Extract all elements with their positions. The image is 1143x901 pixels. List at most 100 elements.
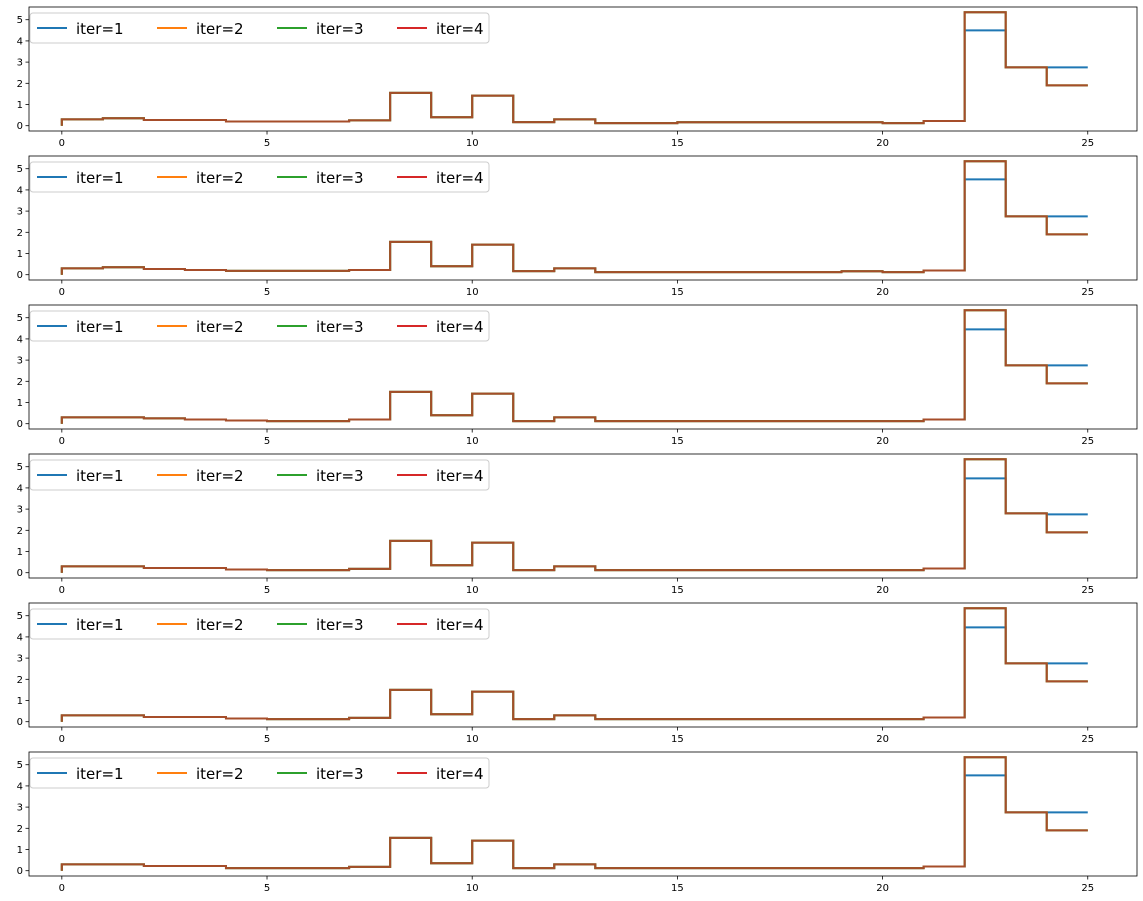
- series-line-iter-1: [60, 328, 1088, 424]
- legend-label: iter=2: [196, 616, 244, 634]
- y-tick-label: 2: [17, 526, 23, 537]
- legend-label: iter=1: [76, 318, 124, 336]
- legend: iter=1 iter=2 iter=3 iter=4: [29, 12, 490, 44]
- x-tick-label: 5: [264, 883, 270, 894]
- x-tick-label: 25: [1081, 585, 1094, 596]
- y-tick-label: 1: [17, 547, 23, 558]
- x-tick-label: 10: [466, 883, 479, 894]
- y-tick-label: 1: [17, 249, 23, 260]
- x-tick-label: 0: [59, 585, 65, 596]
- x-tick-label: 10: [466, 436, 479, 447]
- y-tick-label: 5: [17, 164, 23, 175]
- series-line-iter-1: [60, 774, 1088, 871]
- y-tick-label: 3: [17, 505, 23, 516]
- subplot-4: 0 5 10 15 20 25 0 1 2 3 4 5 iter=1 iter=2 iter=3 iter=4: [17, 453, 1138, 596]
- x-tick-label: 15: [671, 585, 684, 596]
- legend-label: iter=4: [436, 765, 484, 783]
- x-tick-label: 0: [59, 287, 65, 298]
- x-tick-label: 15: [671, 734, 684, 745]
- y-tick-label: 0: [17, 121, 23, 132]
- x-tick-label: 10: [466, 585, 479, 596]
- legend-label: iter=2: [196, 318, 244, 336]
- y-tick-label: 2: [17, 675, 23, 686]
- legend-label: iter=1: [76, 169, 124, 187]
- legend-box: [29, 757, 490, 789]
- y-tick-label: 5: [17, 462, 23, 473]
- y-tick-label: 0: [17, 717, 23, 728]
- y-tick-label: 5: [17, 611, 23, 622]
- legend-label: iter=4: [436, 20, 484, 38]
- legend-label: iter=2: [196, 467, 244, 485]
- x-tick-label: 0: [59, 734, 65, 745]
- x-tick-label: 5: [264, 734, 270, 745]
- subplot-5: 0 5 10 15 20 25 0 1 2 3 4 5 iter=1 iter=2 iter=3 iter=4: [17, 602, 1138, 745]
- series-line-iter-1: [60, 477, 1088, 573]
- x-tick-label: 15: [671, 138, 684, 149]
- x-tick-label: 25: [1081, 436, 1094, 447]
- legend-label: iter=3: [316, 318, 364, 336]
- x-tick-label: 15: [671, 436, 684, 447]
- x-tick-label: 10: [466, 287, 479, 298]
- series-line-iter-4: [60, 458, 1088, 573]
- y-tick-label: 3: [17, 654, 23, 665]
- y-tick-label: 4: [17, 483, 23, 494]
- legend-label: iter=4: [436, 616, 484, 634]
- x-tick-label: 5: [264, 436, 270, 447]
- legend-box: [29, 12, 490, 44]
- y-tick-label: 0: [17, 568, 23, 579]
- y-tick-label: 3: [17, 803, 23, 814]
- legend-box: [29, 161, 490, 193]
- x-tick-label: 25: [1081, 734, 1094, 745]
- series-line-iter-4: [60, 11, 1088, 126]
- x-tick-label: 0: [59, 883, 65, 894]
- y-tick-label: 1: [17, 100, 23, 111]
- subplot-3: 0 5 10 15 20 25 0 1 2 3 4 5 iter=1 iter=2 iter=3 iter=4: [17, 304, 1138, 447]
- x-tick-label: 25: [1081, 883, 1094, 894]
- x-tick-label: 5: [264, 585, 270, 596]
- legend-box: [29, 310, 490, 342]
- legend-label: iter=3: [316, 169, 364, 187]
- legend-label: iter=3: [316, 616, 364, 634]
- x-tick-label: 15: [671, 883, 684, 894]
- y-tick-label: 3: [17, 356, 23, 367]
- subplot-1: 0 5 10 15 20 25 0 1 2 3 4 5 iter=1 iter=2 iter=3 iter=4: [17, 6, 1138, 149]
- legend: iter=1 iter=2 iter=3 iter=4: [29, 459, 490, 491]
- y-tick-label: 4: [17, 334, 23, 345]
- x-tick-label: 15: [671, 287, 684, 298]
- y-tick-label: 4: [17, 781, 23, 792]
- y-tick-label: 2: [17, 79, 23, 90]
- x-tick-label: 25: [1081, 138, 1094, 149]
- y-tick-label: 5: [17, 15, 23, 26]
- y-tick-label: 4: [17, 185, 23, 196]
- series-line-iter-4: [60, 756, 1088, 871]
- legend-label: iter=4: [436, 169, 484, 187]
- y-tick-label: 0: [17, 419, 23, 430]
- legend: iter=1 iter=2 iter=3 iter=4: [29, 310, 490, 342]
- subplot-6: 0 5 10 15 20 25 0 1 2 3 4 5 iter=1 iter=2 iter=3 iter=4: [17, 751, 1138, 894]
- y-tick-label: 3: [17, 207, 23, 218]
- y-tick-label: 4: [17, 36, 23, 47]
- subplot-2: 0 5 10 15 20 25 0 1 2 3 4 5 iter=1 iter=2 iter=3 iter=4: [17, 155, 1138, 298]
- series-line-iter-1: [60, 178, 1088, 275]
- legend-label: iter=2: [196, 20, 244, 38]
- x-tick-label: 25: [1081, 287, 1094, 298]
- x-tick-label: 20: [876, 287, 889, 298]
- legend-label: iter=2: [196, 169, 244, 187]
- y-tick-label: 1: [17, 696, 23, 707]
- y-tick-label: 5: [17, 760, 23, 771]
- legend-label: iter=4: [436, 467, 484, 485]
- x-tick-label: 0: [59, 138, 65, 149]
- y-tick-label: 2: [17, 824, 23, 835]
- legend-label: iter=1: [76, 467, 124, 485]
- x-tick-label: 5: [264, 287, 270, 298]
- legend: iter=1 iter=2 iter=3 iter=4: [29, 161, 490, 193]
- series-line-iter-4: [60, 309, 1088, 424]
- legend-label: iter=2: [196, 765, 244, 783]
- y-tick-label: 2: [17, 228, 23, 239]
- x-tick-label: 10: [466, 734, 479, 745]
- y-tick-label: 1: [17, 845, 23, 856]
- legend-label: iter=1: [76, 20, 124, 38]
- legend: iter=1 iter=2 iter=3 iter=4: [29, 608, 490, 640]
- legend-label: iter=1: [76, 765, 124, 783]
